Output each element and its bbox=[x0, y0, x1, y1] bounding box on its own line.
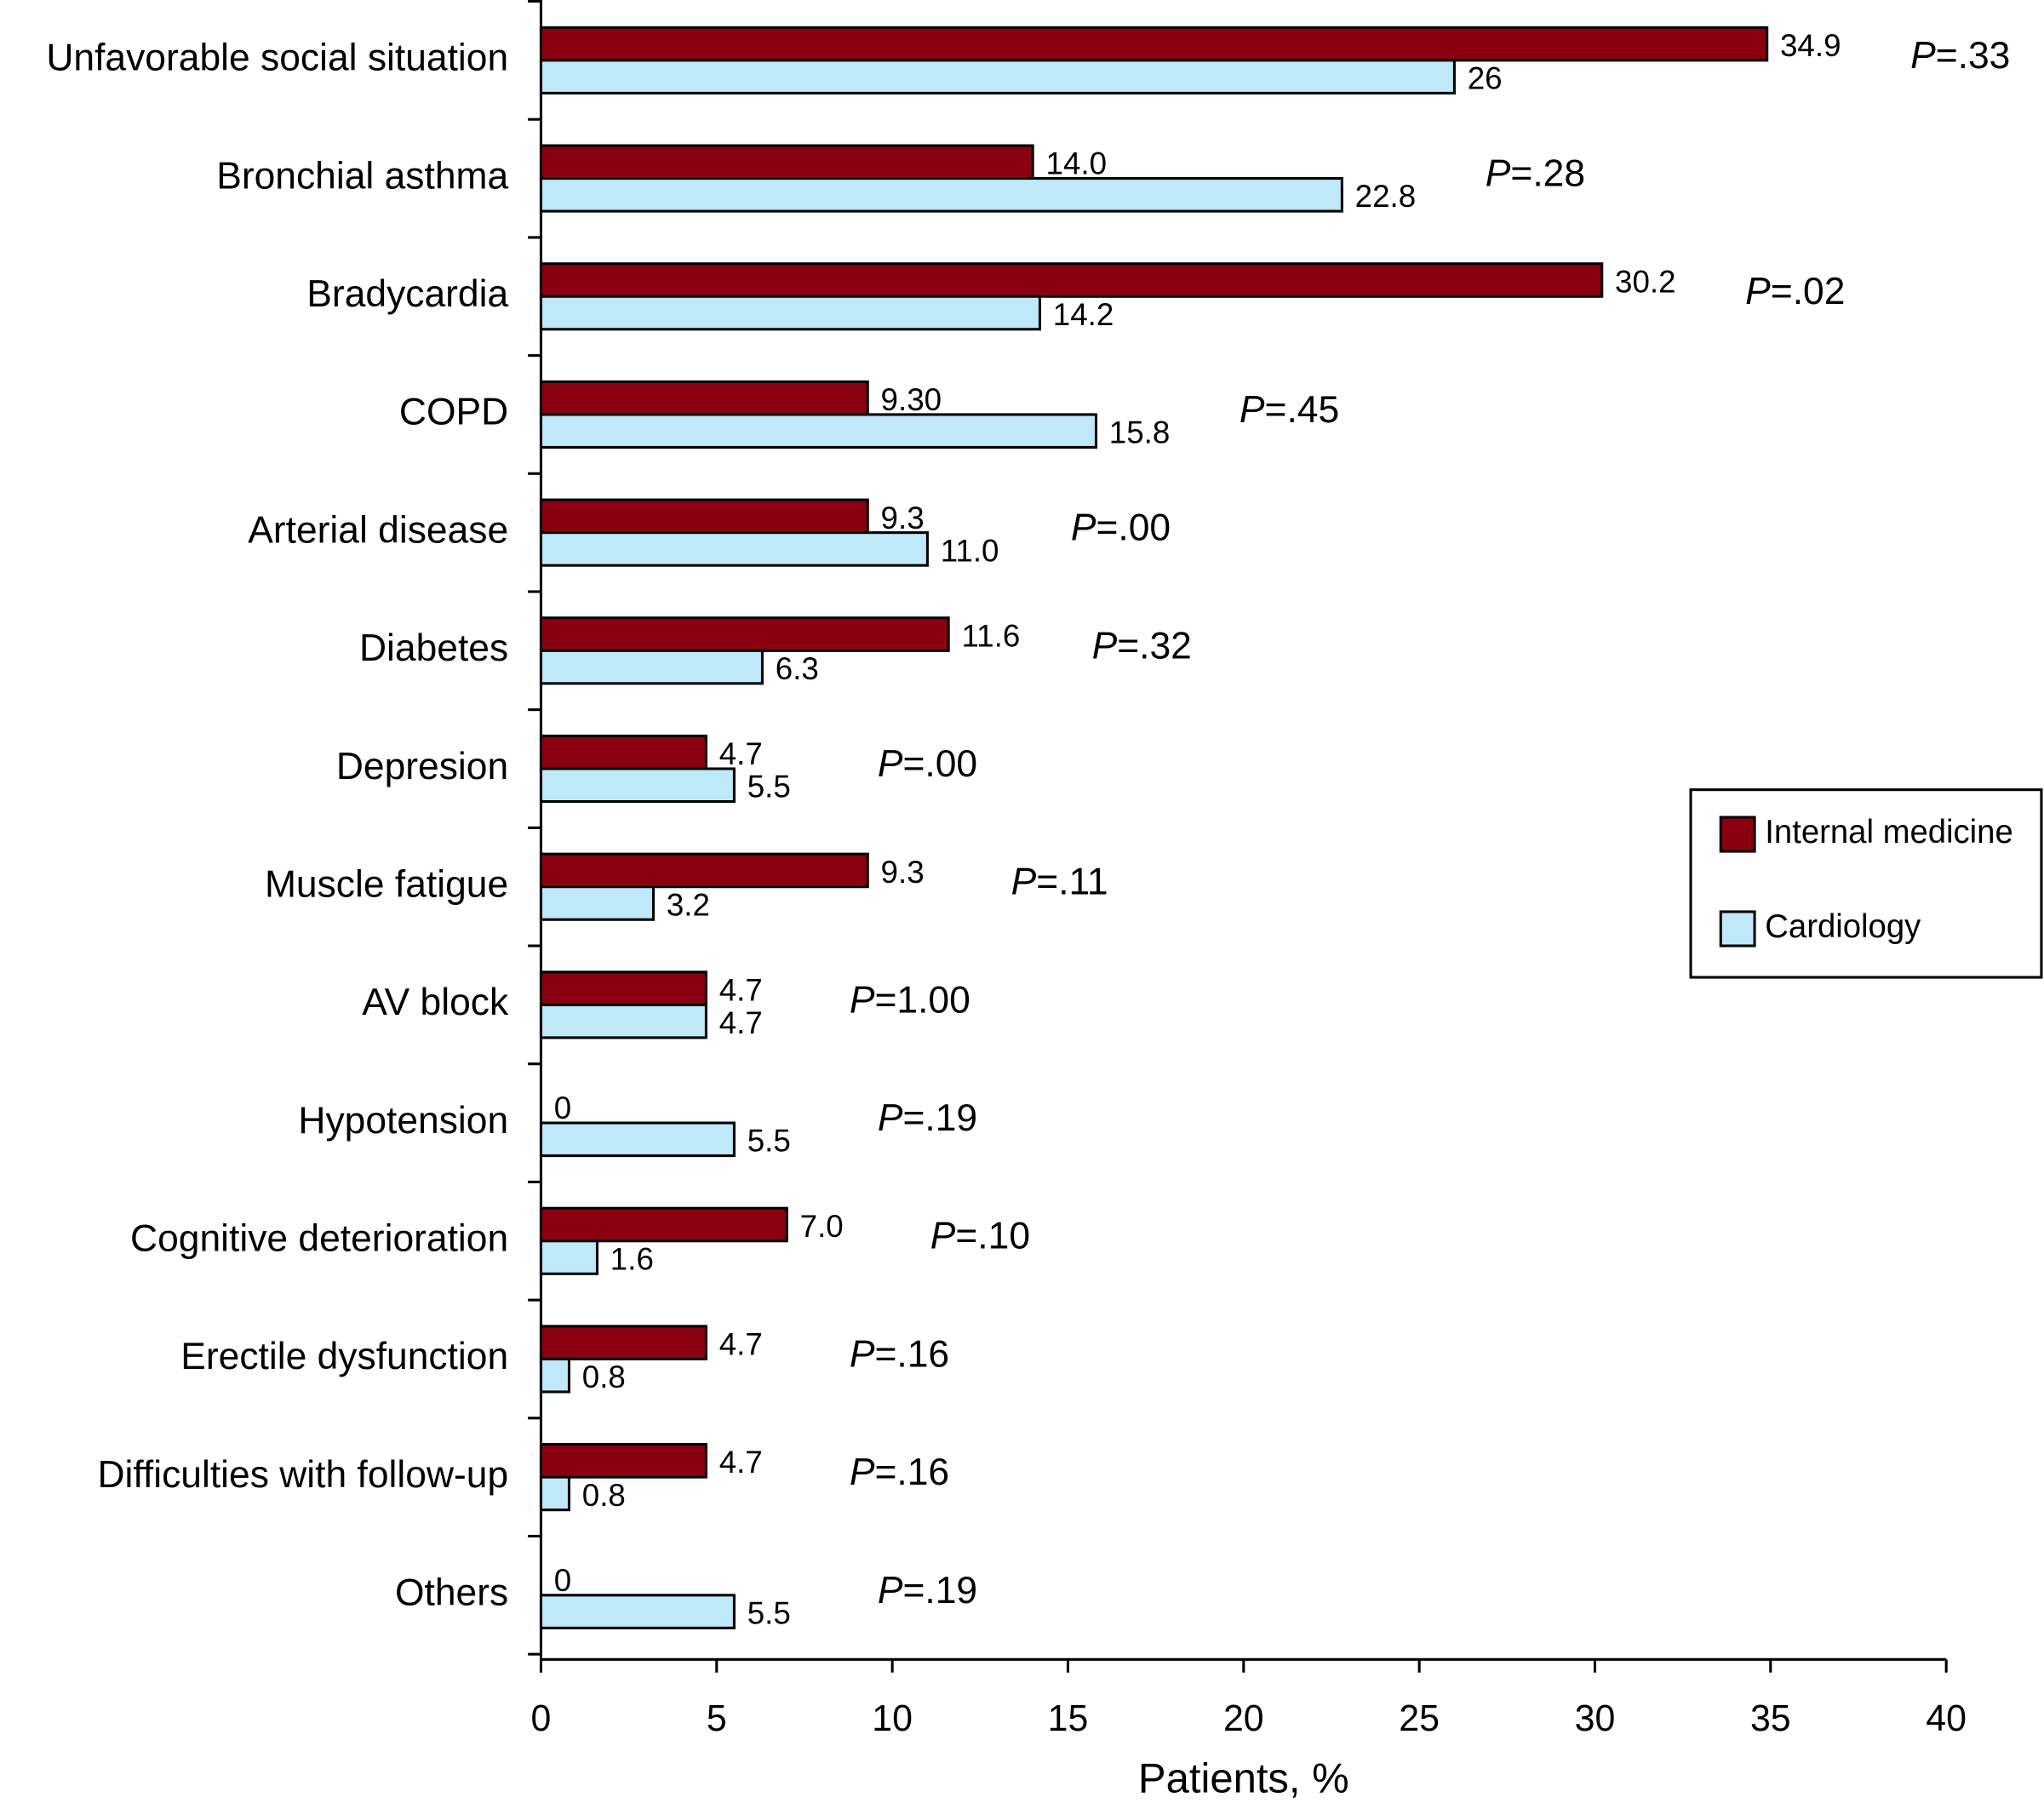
p-value: P=.11 bbox=[1011, 861, 1108, 902]
p-value: P=.32 bbox=[1092, 625, 1192, 667]
value-label: 0 bbox=[554, 1563, 571, 1598]
value-label: 0.8 bbox=[582, 1478, 626, 1513]
value-label: 14.0 bbox=[1046, 146, 1108, 181]
value-label: 3.2 bbox=[667, 887, 710, 922]
y-tick-label: Cognitive deterioration bbox=[130, 1217, 508, 1259]
bar bbox=[539, 649, 764, 685]
y-tick-label: Arterial disease bbox=[248, 509, 508, 551]
value-label: 9.3 bbox=[881, 855, 925, 890]
bar bbox=[539, 616, 950, 652]
y-tick-label: Unfavorable social situation bbox=[46, 37, 508, 79]
value-label: 11.6 bbox=[961, 618, 1020, 653]
value-label: 1.6 bbox=[610, 1241, 654, 1276]
bar bbox=[539, 413, 1098, 449]
value-label: 14.2 bbox=[1053, 297, 1114, 332]
legend-swatch bbox=[1719, 816, 1756, 853]
value-label: 30.2 bbox=[1615, 264, 1676, 299]
p-value: P=1.00 bbox=[850, 979, 970, 1021]
p-value: P=.00 bbox=[1071, 507, 1171, 548]
bar bbox=[539, 1443, 707, 1479]
x-tick-label: 35 bbox=[1750, 1698, 1791, 1739]
y-tick-label: Difficulties with follow-up bbox=[97, 1454, 508, 1496]
x-tick-label: 10 bbox=[872, 1698, 913, 1739]
legend-swatch bbox=[1719, 910, 1756, 947]
value-label: 34.9 bbox=[1780, 28, 1841, 63]
value-label: 0.8 bbox=[582, 1360, 626, 1394]
bar bbox=[539, 295, 1041, 331]
value-label: 4.7 bbox=[719, 1445, 763, 1480]
x-tick-label: 15 bbox=[1048, 1698, 1089, 1739]
bar bbox=[539, 1325, 707, 1360]
p-value: P=.00 bbox=[878, 743, 977, 785]
x-tick-label: 40 bbox=[1926, 1698, 1967, 1739]
value-label: 9.3 bbox=[881, 501, 925, 535]
bar bbox=[539, 26, 1769, 62]
value-label: 4.7 bbox=[719, 972, 763, 1007]
value-label: 4.7 bbox=[719, 1005, 763, 1040]
y-tick-label: AV block bbox=[362, 982, 509, 1023]
p-value: P=.16 bbox=[850, 1333, 949, 1375]
p-value: P=.19 bbox=[878, 1097, 977, 1139]
p-value: P=.10 bbox=[930, 1215, 1030, 1257]
value-label: 11.0 bbox=[941, 533, 999, 568]
y-tick-label: Bradycardia bbox=[306, 273, 508, 315]
legend-label: Cardiology bbox=[1765, 908, 1921, 945]
y-tick-label: Bronchial asthma bbox=[216, 155, 508, 197]
x-tick-label: 20 bbox=[1223, 1698, 1264, 1739]
bar bbox=[539, 531, 929, 567]
y-tick-label: Erectile dysfunction bbox=[180, 1336, 508, 1377]
value-label: 0 bbox=[554, 1091, 571, 1125]
bar bbox=[539, 1475, 571, 1512]
x-tick-label: 30 bbox=[1575, 1698, 1616, 1739]
value-label: 15.8 bbox=[1109, 415, 1171, 449]
p-value: P=.45 bbox=[1240, 389, 1339, 431]
value-label: 6.3 bbox=[776, 651, 819, 686]
value-label: 22.8 bbox=[1355, 179, 1417, 214]
value-label: 7.0 bbox=[800, 1209, 844, 1244]
bar bbox=[539, 177, 1343, 213]
x-axis-label: Patients, % bbox=[1138, 1756, 1349, 1802]
value-label: 4.7 bbox=[719, 1326, 763, 1361]
legend-label: Internal medicine bbox=[1765, 814, 2013, 850]
value-label: 5.5 bbox=[747, 1124, 791, 1159]
p-value: P=.16 bbox=[850, 1451, 949, 1493]
y-tick-label: Diabetes bbox=[359, 627, 508, 669]
value-label: 5.5 bbox=[747, 770, 791, 804]
bar bbox=[539, 1357, 571, 1394]
p-value: P=.02 bbox=[1745, 271, 1845, 312]
value-label: 9.30 bbox=[881, 382, 942, 417]
bar bbox=[539, 885, 656, 921]
y-tick-label: COPD bbox=[399, 392, 508, 433]
bar bbox=[539, 144, 1034, 180]
y-tick-label: Depresion bbox=[336, 746, 508, 787]
bar bbox=[539, 380, 869, 416]
bar bbox=[539, 498, 869, 535]
x-tick-label: 5 bbox=[707, 1698, 727, 1739]
value-label: 26 bbox=[1468, 60, 1503, 95]
bar bbox=[539, 734, 707, 770]
bar bbox=[539, 970, 707, 1006]
bar bbox=[539, 59, 1456, 94]
value-label: 4.7 bbox=[719, 736, 763, 771]
bar bbox=[539, 262, 1604, 298]
p-value: P=.33 bbox=[1910, 34, 2010, 76]
y-tick-label: Others bbox=[395, 1572, 508, 1614]
bar bbox=[539, 1121, 736, 1158]
p-value: P=.19 bbox=[878, 1569, 977, 1611]
y-tick-label: Muscle fatigue bbox=[265, 863, 508, 905]
x-tick-label: 25 bbox=[1399, 1698, 1440, 1739]
bar bbox=[539, 1003, 707, 1039]
y-tick-label: Hypotension bbox=[298, 1100, 508, 1142]
value-label: 5.5 bbox=[747, 1595, 791, 1630]
bar bbox=[539, 852, 869, 889]
bar bbox=[539, 767, 736, 804]
bar bbox=[539, 1239, 599, 1275]
bar bbox=[539, 1206, 788, 1243]
bar bbox=[539, 1594, 736, 1629]
p-value: P=.28 bbox=[1486, 152, 1585, 194]
x-tick-label: 0 bbox=[531, 1698, 552, 1739]
